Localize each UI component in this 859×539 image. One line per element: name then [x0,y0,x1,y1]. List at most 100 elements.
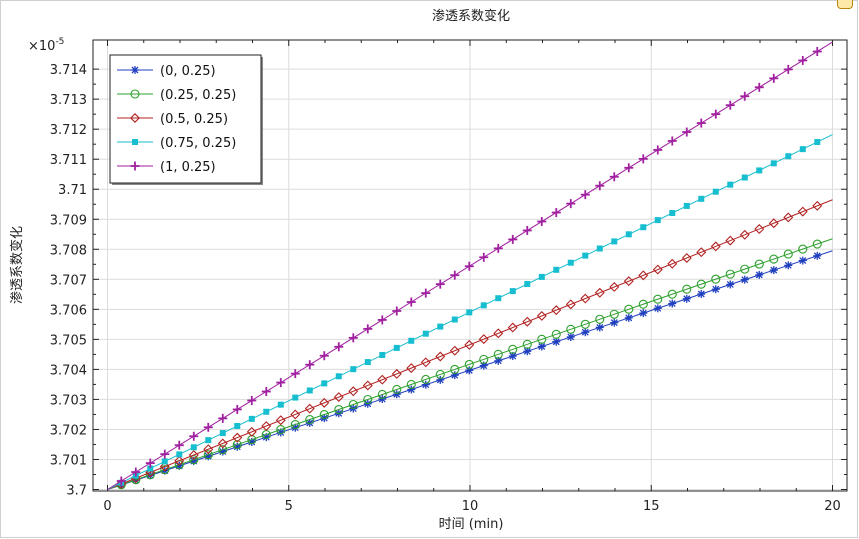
series-group [107,238,833,490]
plus-marker [769,73,779,83]
circle-marker [319,409,329,420]
circle-marker [508,344,518,354]
plus-marker [290,369,300,379]
circle-marker [812,239,822,249]
square-marker [654,217,661,224]
diamond-marker [348,386,359,397]
series-line [107,199,833,490]
square-marker [147,465,154,472]
diamond-marker [623,276,634,287]
circle-marker [537,334,547,344]
circle-marker [232,440,242,450]
diamond-marker [362,380,373,391]
star-marker [566,332,575,341]
plus-marker [160,449,170,459]
diamond-marker [493,328,504,339]
diamond-marker [739,229,750,240]
y-tick-label: 3.714 [50,63,87,78]
circle-marker [696,279,706,289]
square-marker [364,359,371,366]
plus-marker [261,387,271,397]
series-group [107,199,833,490]
x-axis-ticks: 0 5 10 15 20 [103,40,841,514]
circle-marker [551,329,561,339]
circle-marker [305,414,315,425]
legend-label: (0.75, 0.25) [160,136,236,151]
star-marker [697,289,706,298]
diamond-marker [203,444,214,455]
plus-marker [508,234,518,244]
square-marker [190,444,197,451]
corner-badge-icon [837,0,853,9]
diamond-marker [754,224,765,234]
plus-marker [130,161,140,171]
square-marker [712,188,719,195]
circle-marker [740,264,750,274]
plus-marker [145,458,155,468]
diamond-marker [275,415,286,426]
square-marker [495,295,502,302]
square-marker [509,288,516,295]
square-marker [698,195,705,202]
x-tick-label: 5 [285,499,293,514]
square-marker [393,344,400,351]
plus-marker [725,100,735,110]
x-tick-label: 20 [824,499,841,514]
square-marker [219,430,226,437]
series-group [107,134,833,490]
square-marker [770,160,777,167]
circle-marker [798,244,808,254]
plus-marker [305,360,315,370]
legend-label: (0, 0.25) [160,64,216,79]
square-marker [379,351,386,358]
circle-marker [479,354,489,364]
star-marker [668,299,677,308]
diamond-marker [609,281,620,292]
star-marker [653,304,662,313]
series-group [107,41,833,490]
plus-marker [464,261,474,271]
square-marker [640,224,647,231]
diamond-marker [449,345,460,356]
legend-item: (0, 0.25) [117,64,216,79]
y-axis-label: 渗透系数变化 [9,226,25,304]
circle-marker [348,399,358,410]
circle-marker [522,339,532,349]
circle-marker [783,249,793,259]
star-marker [682,294,691,303]
star-marker [639,309,648,318]
star-marker [624,313,633,322]
diamond-marker [638,270,649,281]
plus-marker [392,306,402,316]
diamond-marker [696,247,707,258]
plus-marker [624,163,634,173]
y-tick-label: 3.713 [50,93,87,108]
diamond-marker [333,392,344,403]
diamond-marker [507,322,518,333]
diamond-marker [768,218,779,229]
diamond-marker [377,374,388,385]
square-marker [277,401,284,408]
circle-marker [290,420,300,430]
star-marker [798,256,807,265]
plus-marker [218,413,228,423]
plus-marker [740,91,750,101]
diamond-marker [667,258,678,269]
square-marker [538,273,545,280]
plus-marker [682,127,692,137]
y-tick-label: 3.7 [66,483,87,498]
y-axis-ticks: 3.7 3.701 3.702 3.703 3.704 3.705 3.706 3.707 3.… [50,63,847,498]
y-multiplier-exponent: -5 [55,37,64,47]
circle-marker [638,299,648,309]
circle-marker [435,369,445,379]
legend-item: (0.75, 0.25) [117,136,236,151]
square-marker [756,167,763,174]
square-marker [683,202,690,209]
x-tick-label: 15 [643,499,660,514]
plus-marker [116,476,126,486]
star-marker [392,390,401,399]
legend-label: (0.5, 0.25) [160,112,228,127]
circle-marker [725,269,735,279]
square-marker [480,302,487,309]
